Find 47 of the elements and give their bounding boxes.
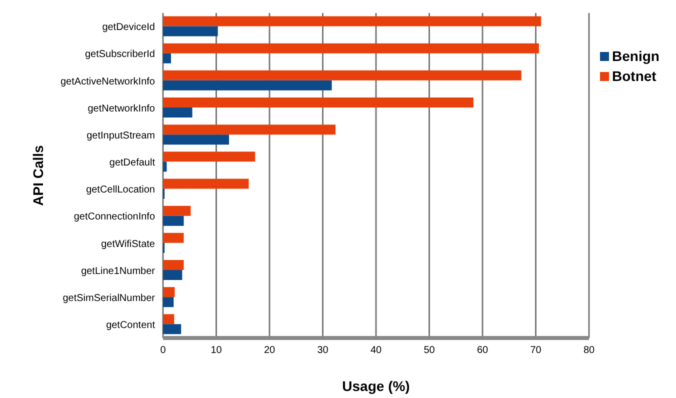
x-tick-label: 40 (370, 345, 382, 356)
bar (163, 324, 182, 334)
bar (163, 297, 174, 308)
bar (163, 70, 522, 80)
y-tick-label: getActiveNetworkInfo (60, 76, 156, 88)
x-axis-title: Usage (%) (342, 378, 410, 394)
bar (163, 108, 192, 118)
bar (163, 206, 191, 216)
x-tick-label: 70 (530, 345, 542, 356)
bar (163, 314, 174, 324)
y-axis-title: API Calls (30, 144, 46, 206)
bar (163, 134, 230, 145)
bar (163, 16, 542, 26)
y-tick-label: getSubscriberId (84, 49, 155, 60)
y-tick-label: getInputStream (86, 130, 155, 142)
y-tick-label: getConnectionInfo (74, 212, 156, 223)
bar (163, 53, 171, 64)
y-tick-label: getNetworkInfo (88, 103, 156, 114)
x-tick-label: 20 (264, 345, 276, 356)
bar (163, 270, 182, 280)
bar (163, 178, 249, 189)
x-tick-label: 0 (160, 345, 166, 356)
bar (163, 43, 539, 54)
x-tick-label: 10 (210, 345, 222, 356)
bar (163, 98, 474, 108)
y-tick-label: getCellLocation (86, 184, 155, 196)
legend-label: Benign (612, 48, 660, 64)
bar (163, 216, 184, 226)
y-tick-label: getWifiState (101, 238, 156, 250)
y-tick-label: getLine1Number (81, 266, 156, 277)
y-tick-label: getDeviceId (102, 22, 155, 34)
bar (163, 232, 184, 243)
x-tick-label: 30 (317, 345, 329, 356)
bar (163, 260, 184, 270)
y-tick-label: getContent (106, 320, 156, 332)
y-tick-label: getDefault (109, 158, 156, 169)
bar (163, 124, 336, 135)
x-tick-label: 60 (476, 345, 488, 356)
x-tick-label: 50 (424, 345, 436, 356)
legend-label: Botnet (612, 68, 656, 84)
bar (163, 152, 256, 162)
bar (163, 287, 175, 298)
bar (163, 26, 218, 36)
bar (163, 80, 332, 90)
bar (163, 162, 167, 172)
x-tick-label: 80 (583, 345, 595, 356)
y-tick-label: getSimSerialNumber (62, 292, 156, 304)
